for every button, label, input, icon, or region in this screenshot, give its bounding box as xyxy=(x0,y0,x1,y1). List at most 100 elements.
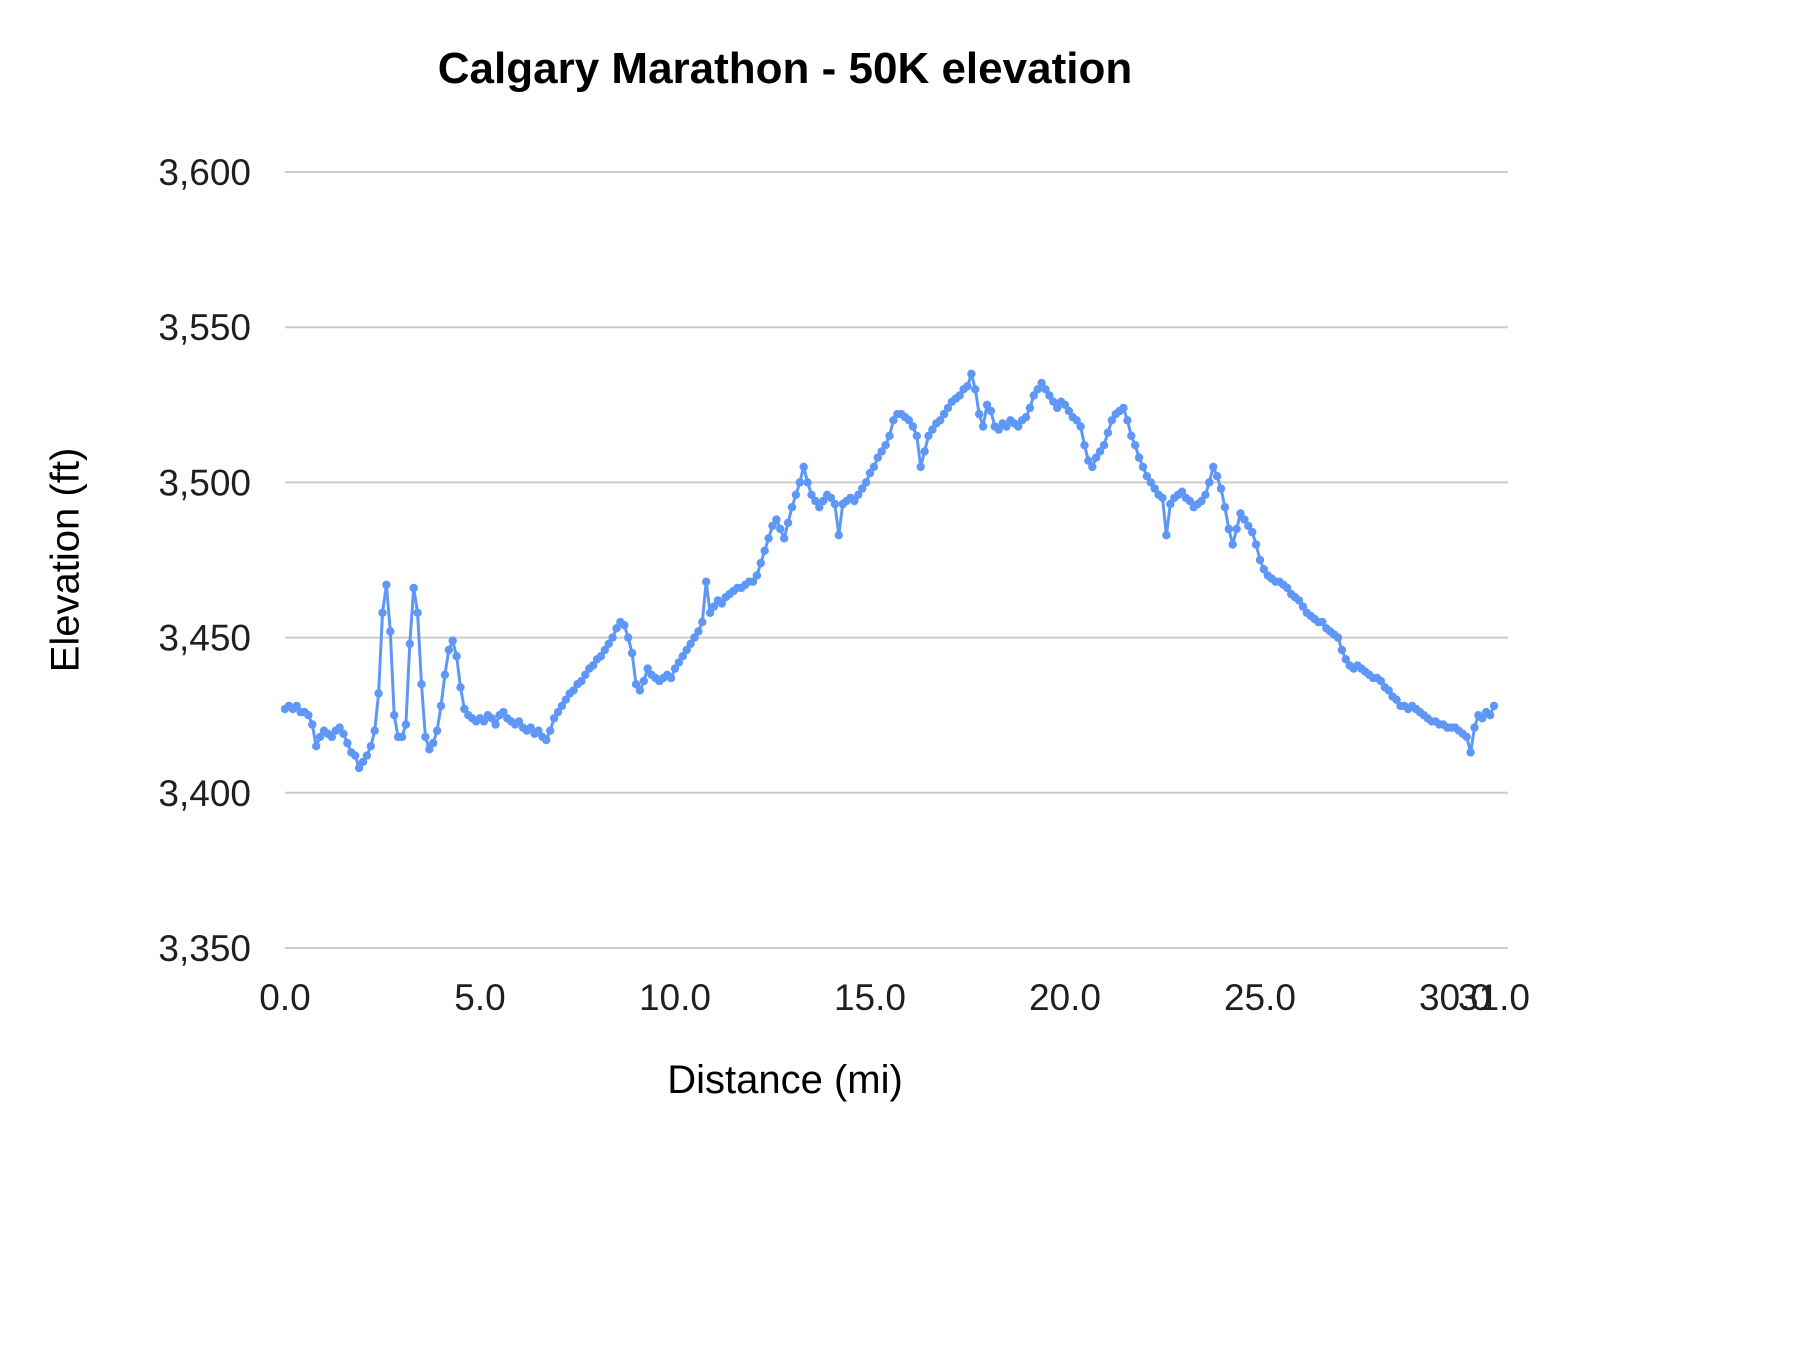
data-point xyxy=(534,726,543,735)
data-point xyxy=(678,652,687,661)
data-point xyxy=(312,742,321,751)
data-point xyxy=(1080,441,1089,450)
data-point xyxy=(776,524,785,534)
gridlines xyxy=(285,171,1508,949)
data-point xyxy=(569,686,578,695)
data-point xyxy=(1064,406,1074,416)
data-point xyxy=(1478,714,1487,723)
data-point xyxy=(807,490,816,499)
data-point xyxy=(1259,565,1269,574)
y-tick-label: 3,600 xyxy=(158,152,251,193)
data-point xyxy=(1212,472,1222,481)
data-point xyxy=(686,639,695,648)
data-point xyxy=(292,701,301,711)
y-tick-labels: 3,350 3,400 3,450 3,500 3,550 3,600 xyxy=(158,152,251,969)
data-point xyxy=(1002,422,1011,431)
data-point xyxy=(861,478,871,487)
data-point xyxy=(1127,431,1136,440)
data-point xyxy=(690,633,699,642)
data-point xyxy=(709,602,719,611)
data-point xyxy=(1099,441,1109,450)
data-point xyxy=(1095,447,1105,456)
data-point xyxy=(752,571,762,580)
data-point xyxy=(335,723,344,732)
data-point xyxy=(643,664,652,673)
data-point xyxy=(1216,484,1226,493)
y-tick-label: 3,400 xyxy=(158,773,251,814)
data-point xyxy=(604,639,613,648)
data-point xyxy=(1185,496,1195,506)
data-point xyxy=(1072,416,1081,425)
data-point xyxy=(850,496,859,506)
data-point xyxy=(1037,378,1046,388)
data-point xyxy=(1462,732,1471,742)
data-point xyxy=(358,757,368,766)
data-point xyxy=(912,431,921,440)
data-point xyxy=(682,645,691,655)
data-point xyxy=(795,478,804,487)
data-point xyxy=(698,617,707,627)
data-point xyxy=(1076,422,1085,431)
data-point xyxy=(955,391,964,400)
data-point xyxy=(928,425,937,434)
x-tick-label: 15.0 xyxy=(834,977,906,1018)
data-point xyxy=(904,416,914,425)
data-point xyxy=(978,422,988,431)
data-point xyxy=(916,462,925,472)
data-point xyxy=(600,645,609,655)
data-point xyxy=(421,732,430,742)
data-point xyxy=(834,531,843,540)
data-point xyxy=(1084,456,1093,465)
x-tick-label: 5.0 xyxy=(454,977,505,1018)
data-point xyxy=(908,422,918,431)
data-point xyxy=(386,627,395,636)
data-point xyxy=(1123,416,1132,425)
data-point xyxy=(768,521,777,531)
data-point xyxy=(858,484,867,493)
data-point xyxy=(351,751,360,760)
data-point xyxy=(491,720,500,729)
data-point xyxy=(963,382,972,391)
y-tick-label: 3,450 xyxy=(158,618,251,659)
data-point xyxy=(1103,428,1113,437)
data-point xyxy=(581,670,590,679)
y-tick-label: 3,550 xyxy=(158,307,251,348)
x-tick-label: 10.0 xyxy=(639,977,711,1018)
data-point xyxy=(1470,723,1479,732)
data-point xyxy=(1224,524,1234,534)
data-point xyxy=(811,496,820,506)
data-point xyxy=(869,462,879,472)
data-point xyxy=(1294,596,1304,605)
data-point xyxy=(577,676,586,686)
data-point xyxy=(401,720,411,729)
data-point xyxy=(780,534,789,543)
x-tick-label: 31.0 xyxy=(1458,977,1530,1018)
data-point xyxy=(885,431,894,440)
data-point xyxy=(920,447,929,456)
data-point xyxy=(514,717,524,726)
data-point xyxy=(1232,524,1241,534)
data-point xyxy=(854,490,863,499)
data-point xyxy=(370,726,379,735)
data-point xyxy=(620,621,629,630)
data-point xyxy=(1092,453,1101,462)
data-point xyxy=(1053,403,1062,413)
data-point xyxy=(994,425,1003,434)
data-point xyxy=(1146,478,1156,487)
data-point xyxy=(967,369,976,378)
data-point xyxy=(666,673,676,683)
data-point xyxy=(756,558,765,568)
data-point xyxy=(889,416,898,425)
data-point xyxy=(1298,602,1308,611)
data-point xyxy=(487,714,496,723)
data-point xyxy=(553,707,563,717)
data-point xyxy=(1236,509,1245,518)
data-point xyxy=(694,627,703,636)
data-point xyxy=(982,400,992,409)
data-point xyxy=(429,738,438,748)
x-tick-label: 0.0 xyxy=(259,977,310,1018)
data-point xyxy=(1033,385,1042,394)
data-point xyxy=(1088,462,1097,472)
data-point xyxy=(452,652,461,661)
